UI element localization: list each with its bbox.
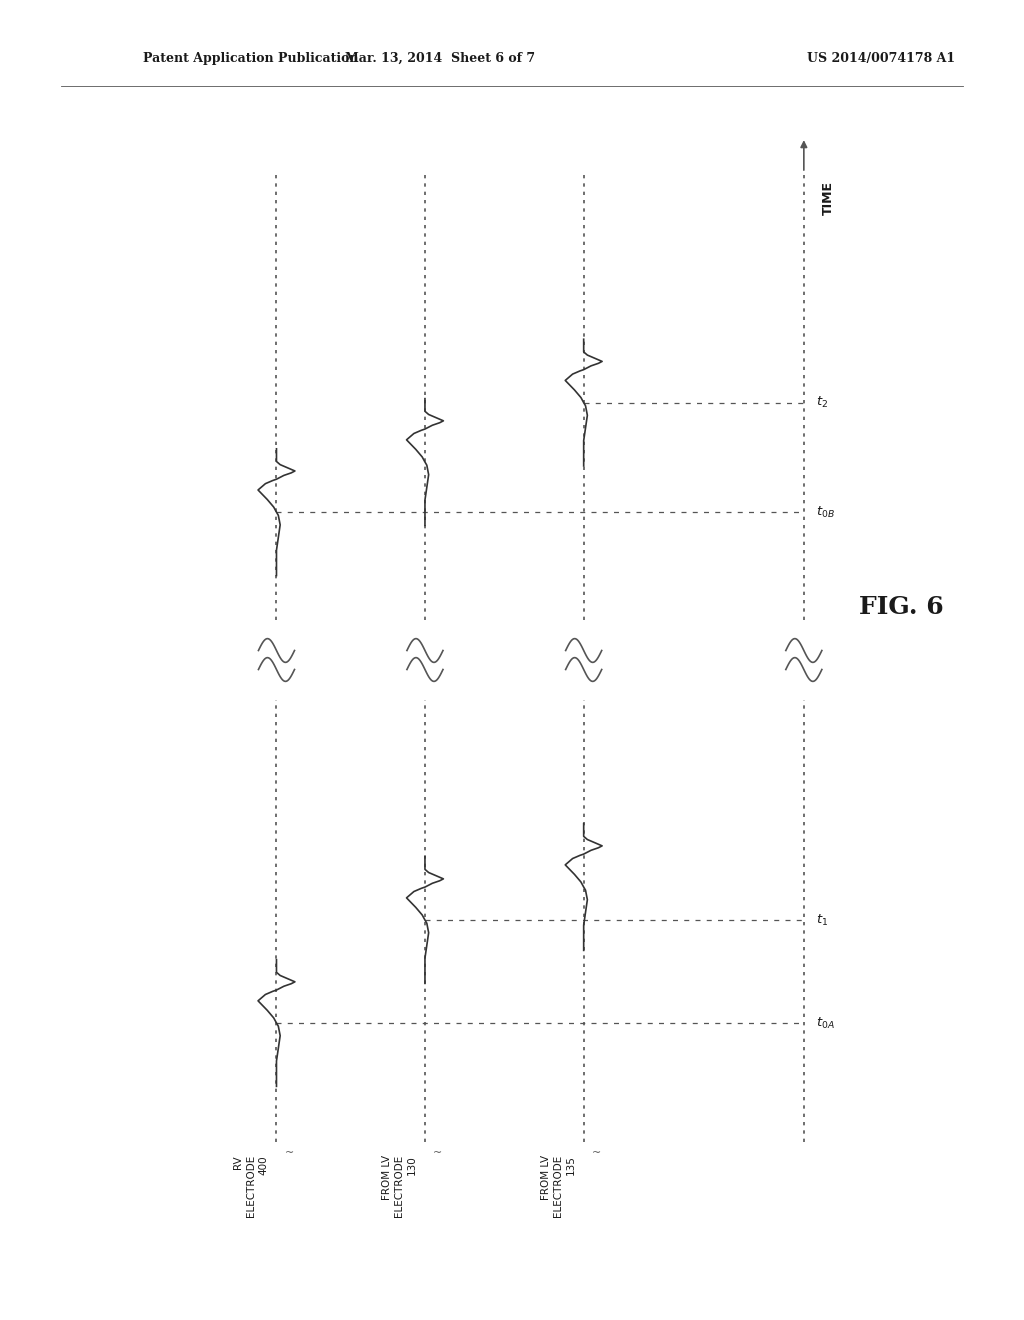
Text: ~: ~ <box>285 1148 294 1159</box>
Text: FROM LV
ELECTRODE
135: FROM LV ELECTRODE 135 <box>541 1155 575 1217</box>
Text: RV
ELECTRODE
400: RV ELECTRODE 400 <box>233 1155 268 1217</box>
Text: Patent Application Publication: Patent Application Publication <box>143 51 358 65</box>
Text: Mar. 13, 2014  Sheet 6 of 7: Mar. 13, 2014 Sheet 6 of 7 <box>345 51 536 65</box>
Text: ~: ~ <box>592 1148 601 1159</box>
Text: FROM LV
ELECTRODE
130: FROM LV ELECTRODE 130 <box>382 1155 417 1217</box>
Text: $t_2$: $t_2$ <box>816 395 828 411</box>
Text: TIME: TIME <box>822 181 836 215</box>
Text: US 2014/0074178 A1: US 2014/0074178 A1 <box>807 51 954 65</box>
Text: $t_{0B}$: $t_{0B}$ <box>816 504 835 520</box>
Text: FIG. 6: FIG. 6 <box>859 595 943 619</box>
Text: $t_1$: $t_1$ <box>816 912 828 928</box>
Text: $t_{0A}$: $t_{0A}$ <box>816 1015 835 1031</box>
Text: ~: ~ <box>433 1148 442 1159</box>
